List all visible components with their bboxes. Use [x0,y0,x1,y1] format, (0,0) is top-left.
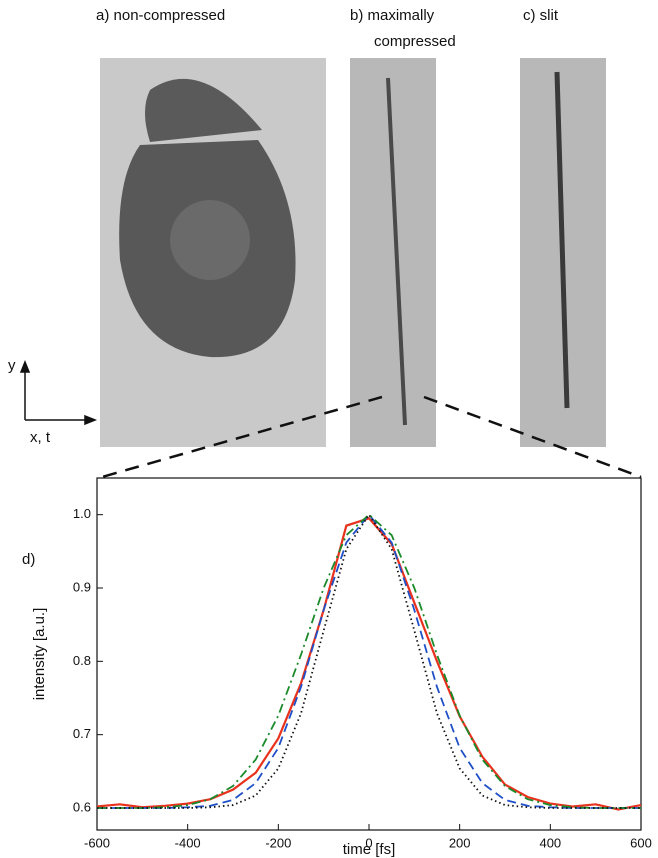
plot-frame [96,477,642,831]
panel-label: a) non-compressed [96,7,225,24]
axes-sketch [19,359,98,426]
panel-label: c) slit [523,7,559,24]
x-tick-label: -400 [175,835,201,850]
axis-sketch-label: x, t [30,429,51,446]
panel-b-image [350,58,436,447]
axis-sketch-label: y [8,357,16,374]
panel-c-image [520,58,606,447]
panel-a-image [100,58,326,447]
y-tick-label: 1.0 [73,506,91,521]
x-tick-label: 600 [630,835,652,850]
y-tick-label: 0.6 [73,799,91,814]
x-tick-label: 200 [449,835,471,850]
panel-label: b) maximally [350,7,435,24]
series-line [97,513,641,809]
x-tick-label: 0 [365,835,372,850]
y-tick-label: 0.9 [73,579,91,594]
series-line [97,513,641,809]
x-tick-label: -600 [84,835,110,850]
x-axis-title: time [fs] [343,841,396,858]
panel-label: compressed [374,33,456,50]
x-tick-label: 400 [539,835,561,850]
y-axis-title: intensity [a.u.] [31,608,48,701]
y-tick-label: 0.8 [73,653,91,668]
series-line [97,513,641,809]
y-tick-label: 0.7 [73,726,91,741]
panel-label: d) [22,551,35,568]
x-tick-label: -200 [265,835,291,850]
series-line [96,517,642,811]
zoom-line [423,395,642,479]
zoom-line [101,395,383,479]
